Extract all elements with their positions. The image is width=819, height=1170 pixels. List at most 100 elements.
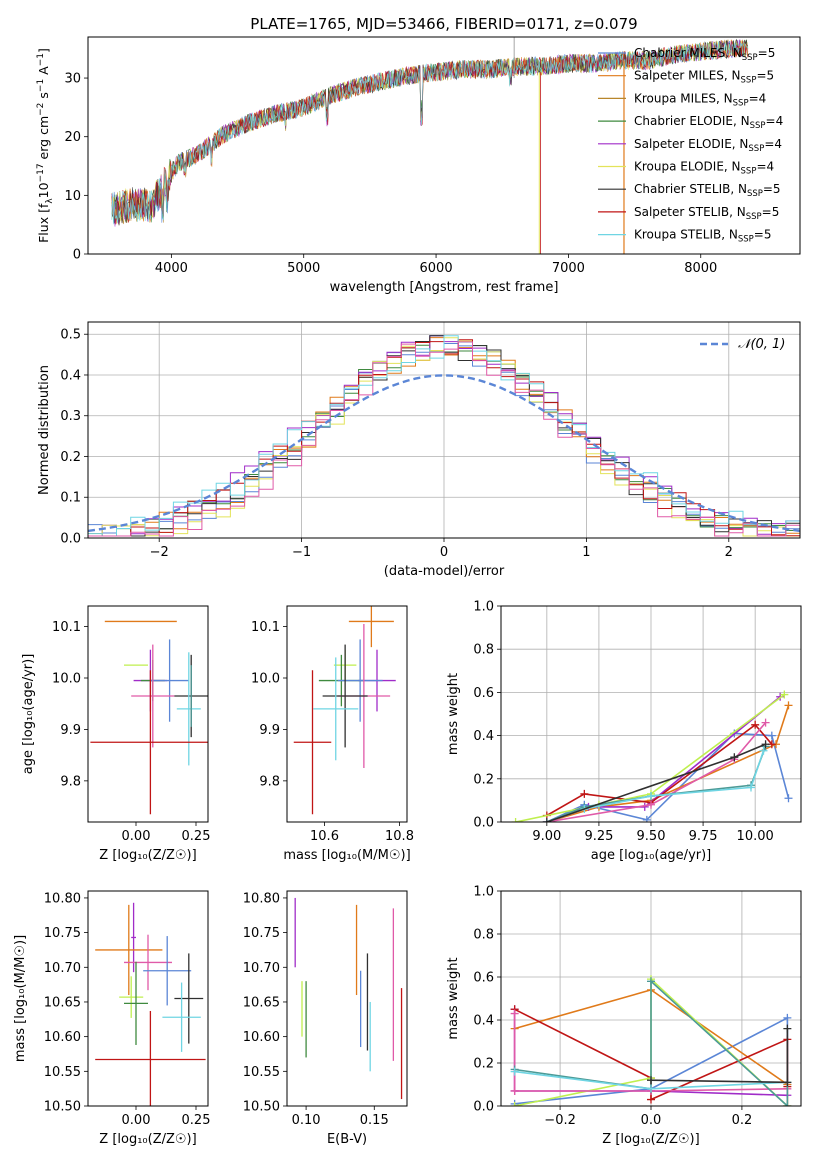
y-tick-label: 0.6 bbox=[473, 686, 494, 701]
weight-lines bbox=[511, 690, 793, 822]
legend-label-value: =5 bbox=[754, 228, 772, 242]
y-tick-label: 10.70 bbox=[243, 961, 280, 976]
legend-label: 𝒩(0, 1) bbox=[738, 337, 785, 352]
y-tick-label: 0.4 bbox=[473, 1014, 494, 1029]
x-tick-label: 0.10 bbox=[292, 1113, 321, 1128]
x-axis-label: age [log₁₀(age/yr)] bbox=[591, 848, 712, 863]
weight-point-marker bbox=[510, 1086, 519, 1095]
weight-point-marker bbox=[751, 720, 760, 729]
weight-point-marker bbox=[510, 1067, 519, 1076]
legend-label-value: =4 bbox=[764, 137, 782, 151]
weight-series-line bbox=[546, 722, 767, 822]
weight-point-marker bbox=[761, 740, 770, 749]
mass-vs-ebv-panel: 0.10 0.15 10.50 10.55 10.60 10.65 10.70 10.75 10… bbox=[243, 890, 408, 1147]
weight-point-marker bbox=[642, 815, 651, 822]
weight-point-marker bbox=[647, 1084, 655, 1093]
x-tick-label: 8000 bbox=[684, 261, 717, 276]
legend-label-name: Kroupa STELIB, N bbox=[634, 228, 738, 242]
spectrum-line-chabrier-stelib bbox=[111, 38, 749, 226]
histogram-series bbox=[88, 335, 800, 537]
x-tick-label: 9.50 bbox=[637, 829, 666, 844]
legend-label-value: =4 bbox=[766, 114, 784, 128]
legend-label-sub: SSP bbox=[746, 212, 762, 222]
axes-frame bbox=[500, 605, 802, 823]
y-tick-label: 9.8 bbox=[60, 774, 81, 789]
weight-point-marker bbox=[647, 977, 655, 986]
y-axis-label-part: s bbox=[36, 92, 51, 103]
weight-point-marker bbox=[784, 794, 793, 803]
legend-label-sub: SSP bbox=[733, 98, 749, 108]
x-tick-label: 6000 bbox=[420, 261, 453, 276]
y-tick-label: 30 bbox=[64, 72, 81, 87]
y-tick-label: 10.75 bbox=[44, 926, 81, 941]
weights-vs-metallicity-panel: −0.2 0.0 0.2 0.0 0.2 0.4 0.6 0.8 1.0 Z [log₁₀(Z/Z… bbox=[446, 885, 802, 1147]
axes-frame bbox=[87, 321, 801, 539]
y-axis-label-part: −1 bbox=[36, 79, 46, 92]
x-tick-label: −0.2 bbox=[544, 1113, 576, 1128]
legend-label: Chabrier MILES, NSSP=5 bbox=[634, 46, 775, 63]
y-axis-label-part: −2 bbox=[36, 103, 46, 116]
axes-frame bbox=[500, 890, 802, 1107]
weight-point-marker bbox=[510, 1102, 519, 1106]
x-axis-label: Z [log₁₀(Z/Z☉)] bbox=[602, 1132, 699, 1147]
legend-label: Kroupa MILES, NSSP=4 bbox=[634, 91, 766, 108]
x-tick-label: 0.0 bbox=[641, 1113, 662, 1128]
axes-frame bbox=[87, 605, 209, 823]
legend-label-name: Chabrier STELIB, N bbox=[634, 182, 747, 196]
x-axis-label: Z [log₁₀(Z/Z☉)] bbox=[99, 848, 196, 863]
weight-point-marker bbox=[511, 818, 520, 822]
x-axis-label: Z [log₁₀(Z/Z☉)] bbox=[99, 1132, 196, 1147]
weight-point-marker bbox=[542, 818, 551, 822]
y-tick-label: 0.6 bbox=[473, 971, 494, 986]
weight-point-marker bbox=[510, 1009, 519, 1018]
y-axis-label-part: ] bbox=[36, 48, 51, 53]
axes-frame bbox=[286, 605, 408, 823]
weights-vs-age-panel: 9.00 9.25 9.50 9.75 10.00 0.0 0.2 0.4 0.6 0.8 1.0 a… bbox=[446, 600, 802, 863]
y-tick-label: 10.0 bbox=[52, 672, 81, 687]
y-tick-label: 0.8 bbox=[473, 928, 494, 943]
weight-point-marker bbox=[747, 783, 755, 792]
error-bars bbox=[90, 620, 208, 815]
y-tick-label: 0.0 bbox=[473, 1100, 494, 1115]
x-tick-label: 0.00 bbox=[122, 1113, 151, 1128]
histograms bbox=[88, 335, 800, 537]
x-tick-label: 7000 bbox=[552, 261, 585, 276]
y-tick-label: 0.2 bbox=[60, 450, 81, 465]
y-axis-label-part: Flux [f bbox=[36, 203, 51, 243]
legend-label: Kroupa ELODIE, NSSP=4 bbox=[634, 160, 774, 177]
spectrum-line-kroupa-stelib bbox=[111, 41, 749, 225]
axes-frame bbox=[286, 890, 408, 1107]
y-tick-label: 1.0 bbox=[473, 885, 494, 900]
y-tick-label: 0.5 bbox=[60, 328, 81, 343]
x-tick-label: 0.2 bbox=[732, 1113, 753, 1128]
legend-label: Salpeter MILES, NSSP=5 bbox=[634, 69, 774, 86]
x-tick-label: 9.00 bbox=[532, 829, 561, 844]
legend-label-value: =4 bbox=[749, 91, 767, 105]
y-tick-label: 10.60 bbox=[44, 1030, 81, 1045]
x-axis-label: (data-model)/error bbox=[384, 564, 505, 579]
y-tick-label: 9.9 bbox=[60, 723, 81, 738]
x-tick-label: 9.75 bbox=[689, 829, 718, 844]
y-tick-label: 10.1 bbox=[251, 620, 280, 635]
weight-series-line bbox=[515, 693, 785, 822]
weight-point-marker bbox=[761, 718, 770, 727]
error-bars bbox=[293, 606, 396, 815]
legend-label-sub: SSP bbox=[741, 76, 757, 86]
y-axis-label: mass weight bbox=[446, 957, 461, 1039]
spectra-lines bbox=[111, 37, 749, 254]
legend-label: Chabrier ELODIE, NSSP=4 bbox=[634, 114, 783, 131]
y-tick-label: 10.70 bbox=[44, 961, 81, 976]
y-tick-label: 10.80 bbox=[243, 891, 280, 906]
y-tick-label: 20 bbox=[64, 130, 81, 145]
weight-series-line bbox=[546, 723, 773, 817]
weight-point-marker bbox=[783, 1024, 792, 1033]
y-tick-label: 10.80 bbox=[44, 891, 81, 906]
weight-point-marker bbox=[647, 1095, 655, 1104]
legend-label-sub: SSP bbox=[742, 53, 758, 63]
y-tick-label: 0.4 bbox=[60, 368, 81, 383]
x-tick-label: 9.25 bbox=[584, 829, 613, 844]
y-tick-label: 0.2 bbox=[473, 772, 494, 787]
legend-label-name: Chabrier MILES, N bbox=[634, 46, 742, 60]
